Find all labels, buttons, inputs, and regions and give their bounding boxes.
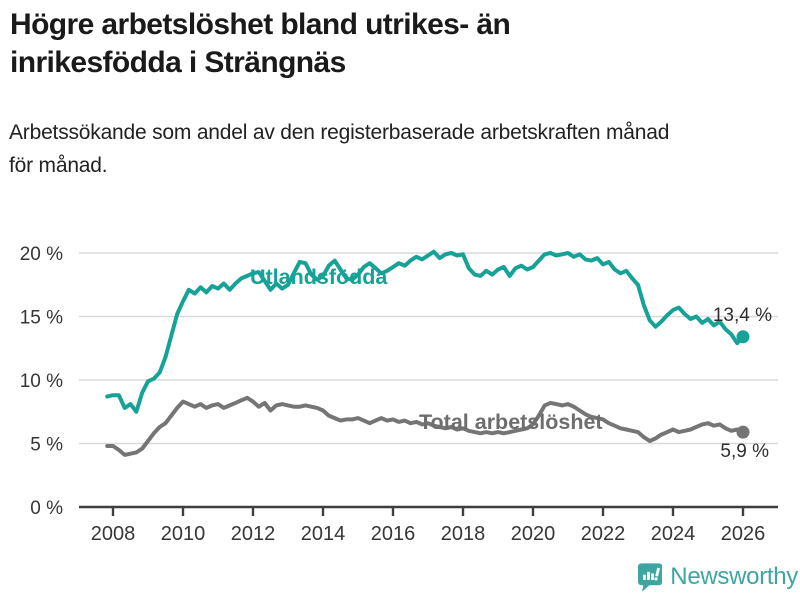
x-tick-label-2026: 2026: [721, 523, 766, 545]
speech-bubble-shape: [638, 562, 663, 592]
chart-subtitle: Arbetssökande som andel av den registerb…: [9, 116, 793, 182]
x-tick-label-2022: 2022: [581, 523, 626, 545]
x-tick-label-2016: 2016: [371, 523, 416, 545]
y-tick-label-10: 10 %: [20, 371, 63, 392]
page-title-line1: Högre arbetslöshet bland utrikes- än: [10, 8, 511, 41]
series-label-total-arbetsloshet: Total arbetslöshet: [419, 410, 603, 434]
series-end-dot-utlandsfodda: [736, 330, 750, 344]
x-tick-label-2020: 2020: [511, 523, 556, 545]
newsworthy-logo: Newsworthy: [638, 558, 798, 596]
x-tick-label-2014: 2014: [301, 523, 346, 545]
x-tick-label-2008: 2008: [91, 523, 136, 545]
x-tick-label-2010: 2010: [161, 523, 206, 545]
y-tick-label-0: 0 %: [30, 498, 63, 519]
chart-subtitle-line1: Arbetssökande som andel av den registerb…: [9, 121, 670, 144]
series-line-total-arbetsloshet: [105, 395, 745, 457]
end-value-label-utlandsfodda: 13,4 %: [713, 305, 772, 326]
x-tick-label-2018: 2018: [441, 523, 486, 545]
newsworthy-logo-icon: [638, 562, 663, 592]
exclamation-mark: [654, 567, 660, 580]
x-tick-label-2012: 2012: [231, 523, 276, 545]
series-line-utlandsfodda: [105, 249, 745, 414]
end-value-label-total: 5,9 %: [720, 441, 769, 462]
y-tick-label-5: 5 %: [30, 435, 63, 456]
series-label-utlandsfodda: Utlandsfödda: [250, 265, 388, 289]
bar-1: [643, 574, 646, 580]
chart-canvas: 0 %5 %10 %15 %20 % 2008 2010 2012 2014 2016 2…: [20, 244, 778, 545]
gridlines: 0 % 5 % 10 % 15 % 20 %: [20, 244, 778, 519]
series-end-dot-total: [736, 425, 750, 439]
bar-2: [647, 571, 650, 580]
y-tick-label-15: 15 %: [20, 308, 63, 329]
chart-header: Högre arbetslöshet bland utrikes- än inr…: [10, 6, 792, 82]
page-title-line2: inrikesfödda i Strängnäs: [10, 46, 346, 79]
newsworthy-wordmark: Newsworthy: [670, 563, 798, 590]
chart-subtitle-line2: för månad.: [9, 154, 108, 177]
line-chart: 0 % 5 % 10 % 15 % 20 % 2008 2010 2012 2014 2016 2…: [0, 210, 800, 565]
x-tick-label-2024: 2024: [651, 523, 696, 545]
y-tick-label-20: 20 %: [20, 244, 63, 265]
series-lines: [105, 249, 750, 457]
x-axis: 2008 2010 2012 2014 2016 2018 2020 2022 2024 2026: [79, 505, 778, 545]
bar-3: [651, 572, 654, 580]
